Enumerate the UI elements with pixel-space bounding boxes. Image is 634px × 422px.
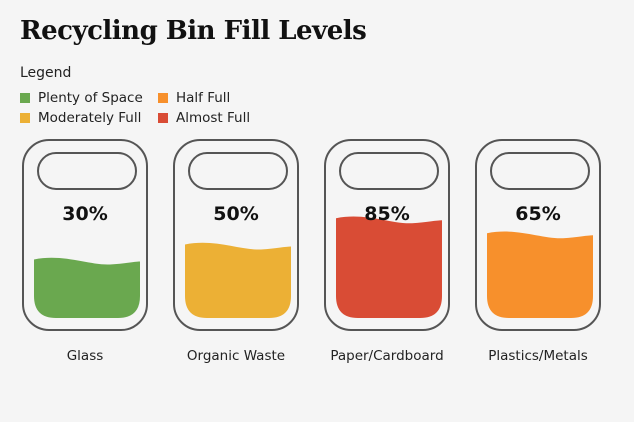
- legend-swatch: [158, 113, 168, 123]
- bin-handle: [339, 152, 439, 190]
- legend-item: Half Full: [158, 90, 230, 106]
- legend-swatch: [158, 93, 168, 103]
- legend-item: Moderately Full: [20, 110, 141, 126]
- legend-item: Almost Full: [158, 110, 250, 126]
- legend-swatch: [20, 113, 30, 123]
- legend-label: Half Full: [176, 90, 231, 106]
- value-label: 65%: [515, 203, 560, 225]
- bin-outline: [173, 139, 299, 331]
- category-label: Plastics/Metals: [488, 348, 588, 364]
- value-label: 50%: [213, 203, 258, 225]
- category-label: Organic Waste: [187, 348, 285, 364]
- bin-outline: [475, 139, 601, 331]
- bin-fill-bar: [185, 242, 291, 318]
- bin-fill-bar: [336, 216, 442, 318]
- legend-label: Moderately Full: [38, 110, 142, 126]
- bin-handle: [188, 152, 288, 190]
- legend-item: Plenty of Space: [20, 90, 143, 106]
- bin-fill-bar: [34, 257, 140, 318]
- bin-fill-bar: [487, 231, 593, 318]
- category-label: Paper/Cardboard: [330, 348, 443, 364]
- legend-swatch: [20, 93, 30, 103]
- legend-title: Legend: [20, 65, 72, 81]
- bin-handle: [490, 152, 590, 190]
- bin-outline: [324, 139, 450, 331]
- legend-label: Almost Full: [176, 110, 251, 126]
- category-label: Glass: [67, 348, 104, 364]
- bin-handle: [37, 152, 137, 190]
- value-label: 85%: [364, 203, 409, 225]
- chart-title: Recycling Bin Fill Levels: [20, 16, 367, 46]
- legend-label: Plenty of Space: [38, 90, 143, 106]
- value-label: 30%: [62, 203, 107, 225]
- bin-outline: [22, 139, 148, 331]
